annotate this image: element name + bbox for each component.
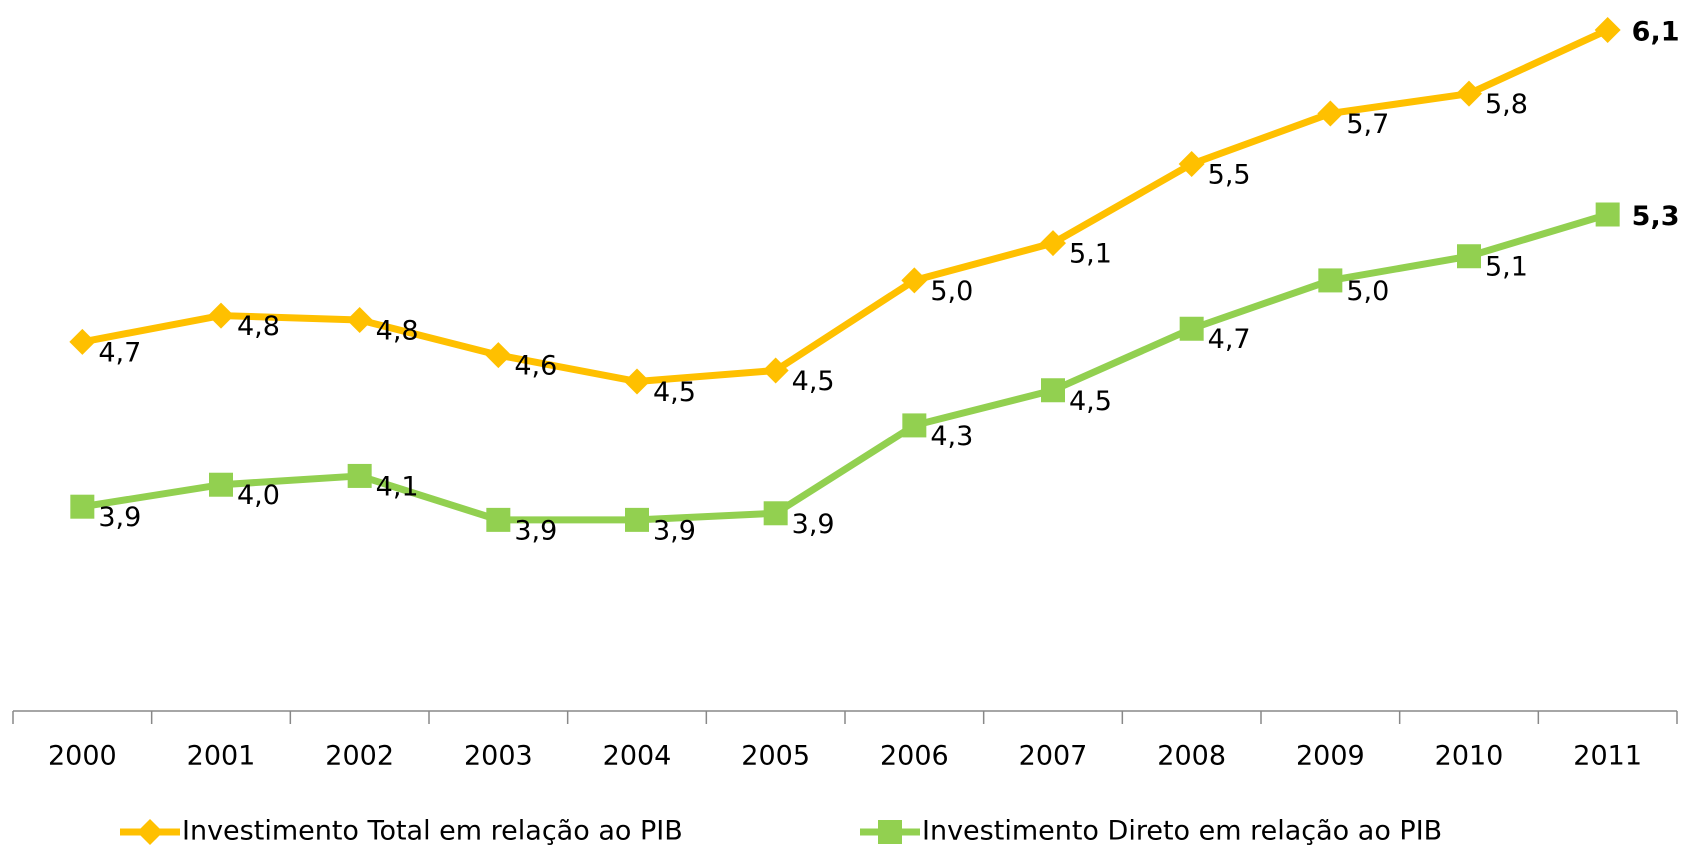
point xyxy=(1594,16,1621,43)
data-label: 4,1 xyxy=(376,471,419,502)
legend-marker xyxy=(878,820,902,844)
data-label: 3,9 xyxy=(792,509,835,540)
data-label: 4,5 xyxy=(792,366,835,397)
point xyxy=(625,507,649,532)
point xyxy=(1179,316,1204,341)
data-label: 3,9 xyxy=(98,502,141,533)
point xyxy=(346,306,373,333)
data-label: 3,9 xyxy=(653,515,696,546)
x-tick-label: 2005 xyxy=(741,741,810,772)
point xyxy=(347,463,372,488)
data-label: 4,0 xyxy=(237,480,280,511)
x-tick-label: 2000 xyxy=(48,741,117,772)
point xyxy=(901,267,928,294)
x-tick-label: 2011 xyxy=(1573,741,1642,772)
x-tick-label: 2009 xyxy=(1296,741,1365,772)
series-line xyxy=(81,26,1610,385)
point xyxy=(1456,80,1482,107)
x-tick-label: 2008 xyxy=(1157,741,1226,772)
point xyxy=(486,507,511,532)
data-label: 4,7 xyxy=(1208,324,1251,355)
series-line xyxy=(81,211,1609,524)
data-label: 5,8 xyxy=(1485,89,1528,120)
data-label: 5,1 xyxy=(1485,252,1528,283)
legend-label: Investimento Total em relação ao PIB xyxy=(182,816,683,847)
point xyxy=(624,368,650,395)
data-label: 5,1 xyxy=(1069,239,1112,270)
data-label: 3,9 xyxy=(514,515,557,546)
data-label: 5,0 xyxy=(1346,276,1389,307)
point xyxy=(1041,378,1065,403)
point xyxy=(1178,150,1205,177)
x-tick-label: 2010 xyxy=(1435,741,1504,772)
point xyxy=(902,413,927,438)
data-label: 4,8 xyxy=(237,311,280,342)
point xyxy=(69,328,96,355)
x-tick-label: 2002 xyxy=(325,741,394,772)
data-label: 5,3 xyxy=(1632,201,1680,232)
point xyxy=(1317,100,1344,127)
data-label: 4,5 xyxy=(653,377,696,408)
data-label: 6,1 xyxy=(1632,16,1680,47)
x-tick-label: 2004 xyxy=(603,741,672,772)
point xyxy=(485,342,512,369)
data-label: 4,3 xyxy=(930,421,973,452)
point xyxy=(208,302,234,329)
data-label: 4,6 xyxy=(514,351,557,382)
legend-label: Investimento Direto em relação ao PIB xyxy=(922,816,1442,847)
point xyxy=(70,494,95,519)
x-tick-label: 2003 xyxy=(464,741,533,772)
data-label: 5,5 xyxy=(1208,159,1251,190)
x-tick-label: 2007 xyxy=(1019,741,1088,772)
point xyxy=(209,472,233,497)
point xyxy=(1595,202,1620,227)
x-tick-label: 2006 xyxy=(880,741,949,772)
point xyxy=(1040,230,1066,257)
data-label: 4,7 xyxy=(98,337,141,368)
data-label: 4,5 xyxy=(1069,386,1112,417)
point xyxy=(1457,244,1481,269)
legend-marker xyxy=(137,819,163,845)
data-label: 5,7 xyxy=(1346,109,1389,140)
data-label: 5,0 xyxy=(930,276,973,307)
point xyxy=(1318,268,1343,293)
point xyxy=(762,357,789,384)
x-tick-label: 2001 xyxy=(187,741,256,772)
data-label: 4,8 xyxy=(376,315,419,346)
point xyxy=(763,501,788,526)
